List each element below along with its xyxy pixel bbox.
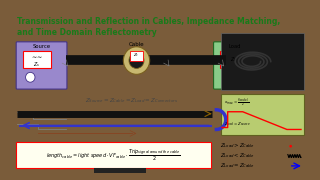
Text: $Z_{Load} = Z_{Cable}$: $Z_{Load} = Z_{Cable}$: [220, 161, 255, 170]
FancyBboxPatch shape: [16, 142, 211, 168]
Text: $\mathit{Z_{Source} = Z_{Cable} = Z_{Load} = Z_{Connectors}}$: $\mathit{Z_{Source} = Z_{Cable} = Z_{Loa…: [85, 96, 179, 105]
Text: $Z_{Load} < Z_{Cable}$: $Z_{Load} < Z_{Cable}$: [220, 151, 255, 160]
Text: $\sim\!\!\sim$: $\sim\!\!\sim$: [30, 54, 44, 59]
Text: Load: Load: [228, 44, 241, 49]
Text: $Z_s$: $Z_s$: [33, 60, 40, 69]
Bar: [221, 94, 304, 135]
Bar: [287, 35, 302, 47]
Circle shape: [26, 72, 35, 82]
Bar: [23, 51, 51, 68]
Bar: [94, 168, 146, 173]
Text: Source: Source: [33, 44, 51, 49]
Text: Transmission and Reflection in Cables, Impedance Matching,: Transmission and Reflection in Cables, I…: [17, 17, 280, 26]
Circle shape: [123, 47, 150, 74]
Bar: [220, 51, 246, 68]
Text: $x_{max} = \frac{f(end\,x)}{2}$: $x_{max} = \frac{f(end\,x)}{2}$: [224, 98, 249, 109]
Text: $Z_L$: $Z_L$: [230, 55, 237, 64]
Text: $length_{cable} = light\;speed \cdot VF_{cable} \cdot \dfrac{Trip_{signal\;aroun: $length_{cable} = light\;speed \cdot VF_…: [46, 147, 180, 163]
Circle shape: [129, 53, 144, 68]
FancyBboxPatch shape: [213, 42, 255, 89]
Text: $Z_c$: $Z_c$: [133, 52, 140, 59]
Bar: [221, 33, 304, 90]
Text: Cable: Cable: [129, 42, 144, 47]
FancyBboxPatch shape: [16, 42, 67, 89]
Text: $Z_{Load} > Z_{Cable}$: $Z_{Load} > Z_{Cable}$: [220, 141, 255, 150]
Text: $Z_{load} = Z_{source}$: $Z_{load} = Z_{source}$: [224, 120, 251, 127]
Text: and Time Domain Reflectometry: and Time Domain Reflectometry: [17, 28, 157, 37]
Bar: [130, 51, 143, 60]
